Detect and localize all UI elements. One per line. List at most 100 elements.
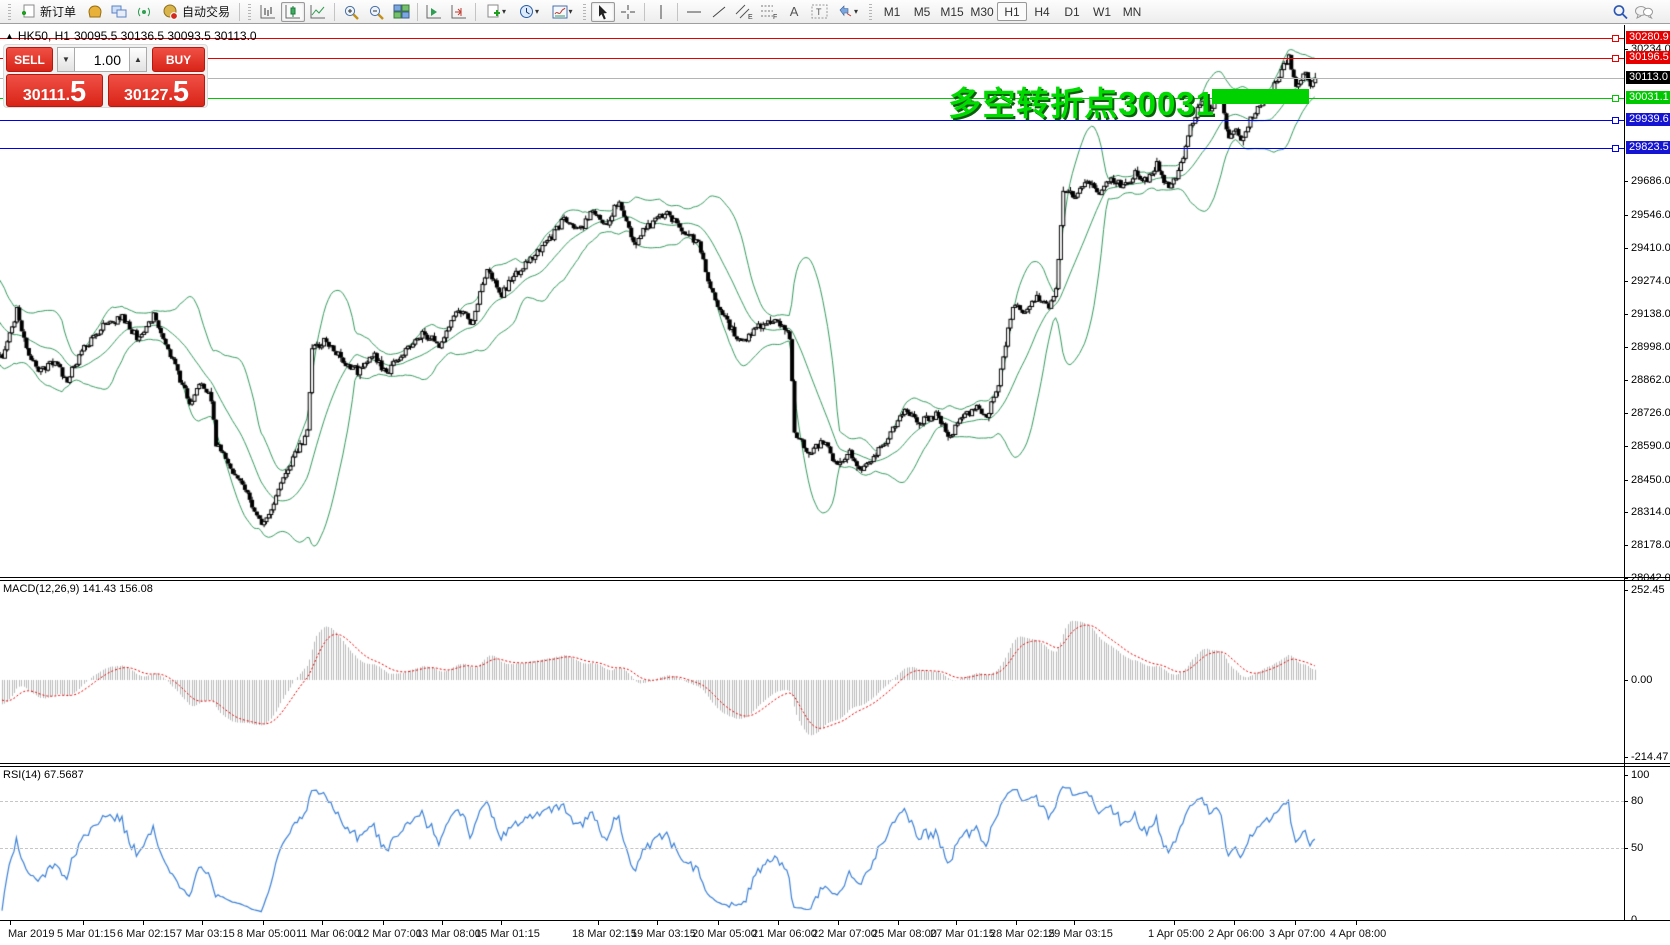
text-tool[interactable]: A [789, 4, 799, 19]
search-icon[interactable] [1608, 2, 1632, 22]
vertical-line-tool[interactable] [649, 2, 673, 22]
crosshair-tool-button[interactable] [616, 2, 640, 22]
horizontal-line-tool[interactable] [682, 2, 706, 22]
rsi-level-line [0, 801, 1624, 802]
line-handle[interactable] [1612, 35, 1619, 42]
sell-price-button[interactable]: 30111. 5 [6, 74, 103, 107]
trendline-tool[interactable] [707, 2, 731, 22]
rsi-level-line [0, 848, 1624, 849]
price-axis-tick [1624, 248, 1628, 249]
signals-icon[interactable] [132, 2, 156, 22]
price-axis-tick [1624, 281, 1628, 282]
volume-increase-button[interactable]: ▲ [129, 47, 147, 72]
macd-canvas[interactable] [0, 581, 1624, 762]
panel-separator[interactable] [0, 763, 1670, 764]
buy-price-button[interactable]: 30127. 5 [108, 74, 205, 107]
price-axis-tick-label: 28590.0 [1631, 440, 1670, 452]
one-click-arrow-icon[interactable]: ▲ [5, 31, 14, 41]
candlestick-mode-button[interactable] [281, 1, 306, 22]
highlight-rectangle[interactable] [1212, 89, 1309, 104]
chat-icon[interactable] [1632, 2, 1656, 22]
price-chart-canvas[interactable] [0, 25, 1624, 577]
price-axis-line [1624, 25, 1625, 920]
market-watch-icon[interactable] [82, 2, 106, 22]
sell-button[interactable]: SELL [6, 47, 53, 72]
time-axis-label: 18 Mar 02:15 [572, 928, 637, 940]
time-axis-tick [1174, 921, 1175, 925]
auto-trading-button[interactable]: 自动交易 [157, 2, 235, 22]
time-axis-tick [838, 921, 839, 925]
chart-shift-button[interactable] [447, 2, 471, 22]
navigator-icon[interactable] [107, 2, 131, 22]
time-axis-label: Mar 2019 [8, 928, 55, 940]
timeframe-button-m5[interactable]: M5 [913, 4, 931, 19]
toolbar-grip[interactable] [583, 3, 587, 20]
rsi-axis-tick-label: 100 [1631, 769, 1650, 781]
equidistant-channel-tool[interactable]: E [732, 2, 756, 22]
line-handle[interactable] [1612, 55, 1619, 62]
toolbar-grip[interactable] [869, 3, 873, 20]
new-order-button[interactable]: 新订单 [16, 2, 81, 22]
timeframe-button-w1[interactable]: W1 [1093, 4, 1112, 19]
horizontal-line-29823.5[interactable] [0, 148, 1624, 149]
macd-axis-tick-label: 252.45 [1631, 584, 1665, 596]
toolbar-separator [677, 2, 679, 21]
timeframe-button-h1[interactable]: H1 [997, 2, 1028, 21]
zoom-in-icon[interactable] [339, 2, 363, 22]
toolbar-grip[interactable] [8, 3, 11, 20]
panel-separator[interactable] [0, 577, 1670, 578]
arrows-tool-button[interactable]: ▾ [832, 2, 864, 22]
toolbar-grip[interactable] [248, 3, 252, 20]
timeframe-button-m1[interactable]: M1 [883, 4, 901, 19]
tile-windows-icon[interactable] [389, 2, 413, 22]
timeframe-button-m30[interactable]: M30 [970, 4, 994, 19]
toolbar-separator [644, 2, 646, 21]
indicators-button[interactable]: ▾ [546, 2, 578, 22]
timeframe-button-d1[interactable]: D1 [1064, 4, 1080, 19]
timeframe-button-mn[interactable]: MN [1122, 4, 1142, 19]
zoom-out-icon[interactable] [364, 2, 388, 22]
line-chart-mode-button[interactable] [306, 2, 330, 22]
auto-scroll-button[interactable] [422, 2, 446, 22]
volume-decrease-button[interactable]: ▼ [57, 47, 75, 72]
time-axis-label: 28 Mar 02:15 [990, 928, 1055, 940]
line-handle[interactable] [1612, 117, 1619, 124]
volume-input[interactable] [75, 47, 129, 72]
horizontal-line-29939.6[interactable] [0, 120, 1624, 121]
templates-button[interactable]: ▾ [480, 2, 512, 22]
time-axis-tick [598, 921, 599, 925]
panel-separator[interactable] [0, 580, 1670, 581]
cursor-tool-button[interactable] [591, 1, 616, 22]
bar-chart-mode-button[interactable] [256, 2, 280, 22]
chevron-down-icon: ▾ [535, 7, 540, 16]
timeframe-button-m15[interactable]: M15 [940, 4, 964, 19]
chart-annotation-text[interactable]: 多空转折点30031 [948, 85, 1215, 122]
time-axis-tick [322, 921, 323, 925]
timeframe-button-h4[interactable]: H4 [1034, 4, 1050, 19]
panel-separator[interactable] [0, 766, 1670, 767]
text-label-tool[interactable]: T [807, 2, 831, 22]
horizontal-line-30280.9[interactable] [0, 38, 1624, 39]
time-axis[interactable]: Mar 2019 5 Mar 01:15 6 Mar 02:15 7 Mar 03:1… [0, 920, 1670, 945]
price-axis-tick-label: 28314.0 [1631, 506, 1670, 518]
horizontal-line-30031.1[interactable] [0, 98, 1624, 99]
buy-price-point: . [168, 87, 173, 104]
buy-price-pips: 5 [172, 76, 190, 108]
time-axis-tick [83, 921, 84, 925]
time-axis-label: 4 Apr 08:00 [1330, 928, 1387, 940]
horizontal-line-30196.5[interactable] [0, 58, 1624, 59]
time-axis-tick [1356, 921, 1357, 925]
rsi-label: RSI(14) 67.5687 [3, 769, 84, 781]
buy-price-main: 30127 [123, 87, 169, 104]
rsi-canvas[interactable] [0, 767, 1624, 919]
line-handle[interactable] [1612, 145, 1619, 152]
periods-button[interactable]: ▾ [513, 2, 545, 22]
macd-axis-tick-label: -214.47 [1631, 751, 1669, 763]
time-axis-label: 20 Mar 05:00 [692, 928, 757, 940]
price-level-badge: 30280.9 [1626, 31, 1670, 44]
line-handle[interactable] [1612, 95, 1619, 102]
buy-button[interactable]: BUY [152, 47, 205, 72]
fibonacci-tool[interactable]: F [757, 2, 781, 22]
time-axis-label: 25 Mar 08:00 [872, 928, 937, 940]
price-axis-tick [1624, 380, 1628, 381]
